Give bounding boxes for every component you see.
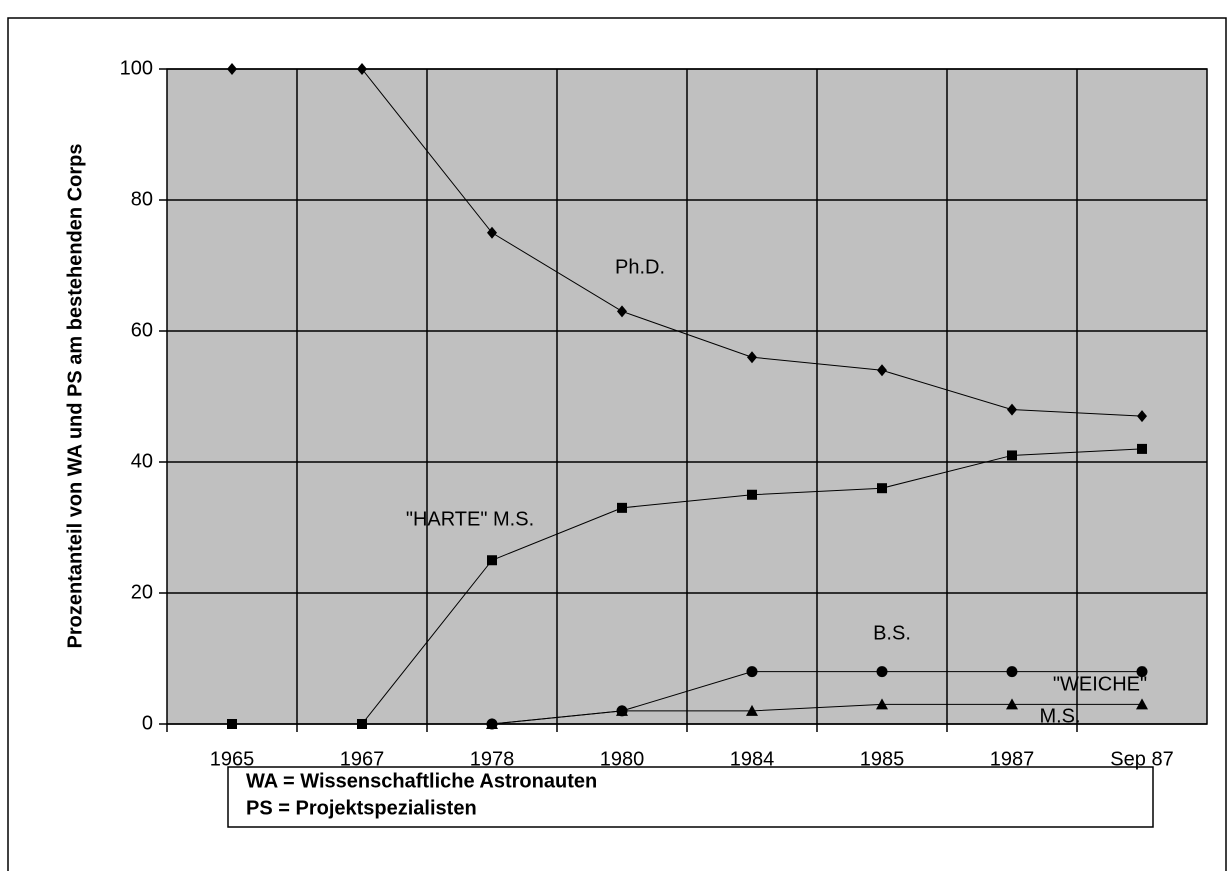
series-line	[232, 448, 1143, 725]
note-line: WA = Wissenschaftliche Astronauten	[246, 770, 597, 792]
annotation: M.S.	[1039, 705, 1080, 727]
x-tick-label: 1980	[600, 748, 645, 770]
marker	[617, 305, 627, 318]
marker	[1137, 443, 1147, 454]
frame	[7, 17, 1227, 871]
y-tick-label: 0	[142, 712, 153, 734]
series-line	[491, 703, 1142, 725]
y-axis-label: Prozentanteil von WA und PS am bestehend…	[64, 144, 86, 649]
y-tick-label: 100	[120, 57, 153, 79]
marker	[1137, 410, 1147, 423]
marker	[616, 704, 628, 716]
plot-border	[166, 68, 1208, 725]
note-line: PS = Projektspezialisten	[246, 797, 477, 819]
marker	[747, 351, 757, 364]
marker	[487, 555, 497, 566]
x-tick-label: 1967	[340, 748, 385, 770]
x-tick-label: 1984	[730, 748, 775, 770]
x-tick-label: Sep 87	[1110, 748, 1173, 770]
marker	[746, 704, 758, 716]
marker	[746, 666, 758, 678]
marker	[1007, 450, 1017, 461]
marker	[1006, 698, 1018, 710]
marker	[357, 63, 367, 75]
marker	[877, 483, 887, 494]
marker	[487, 226, 497, 239]
marker	[747, 489, 757, 500]
x-tick-label: 1987	[990, 748, 1035, 770]
marker	[1006, 666, 1018, 678]
note-box	[227, 766, 1154, 828]
marker	[1136, 666, 1148, 678]
marker	[357, 719, 367, 729]
annotation: "HARTE" M.S.	[406, 508, 534, 530]
marker	[227, 63, 237, 75]
marker	[876, 698, 888, 710]
x-tick-label: 1965	[210, 748, 255, 770]
marker	[486, 718, 498, 729]
marker	[876, 666, 888, 678]
marker	[1136, 698, 1148, 710]
annotation: B.S.	[873, 622, 911, 644]
marker	[617, 502, 627, 513]
annotation: Ph.D.	[615, 256, 665, 278]
marker	[1007, 403, 1017, 416]
y-tick-label: 20	[131, 581, 153, 603]
series-line	[232, 68, 1143, 417]
y-tick-label: 40	[131, 450, 153, 472]
x-tick-label: 1978	[470, 748, 515, 770]
y-tick-label: 60	[131, 319, 153, 341]
y-tick-label: 80	[131, 188, 153, 210]
x-tick-label: 1985	[860, 748, 905, 770]
marker	[227, 719, 237, 729]
marker	[877, 364, 887, 377]
annotation: "WEICHE"	[1053, 673, 1147, 695]
